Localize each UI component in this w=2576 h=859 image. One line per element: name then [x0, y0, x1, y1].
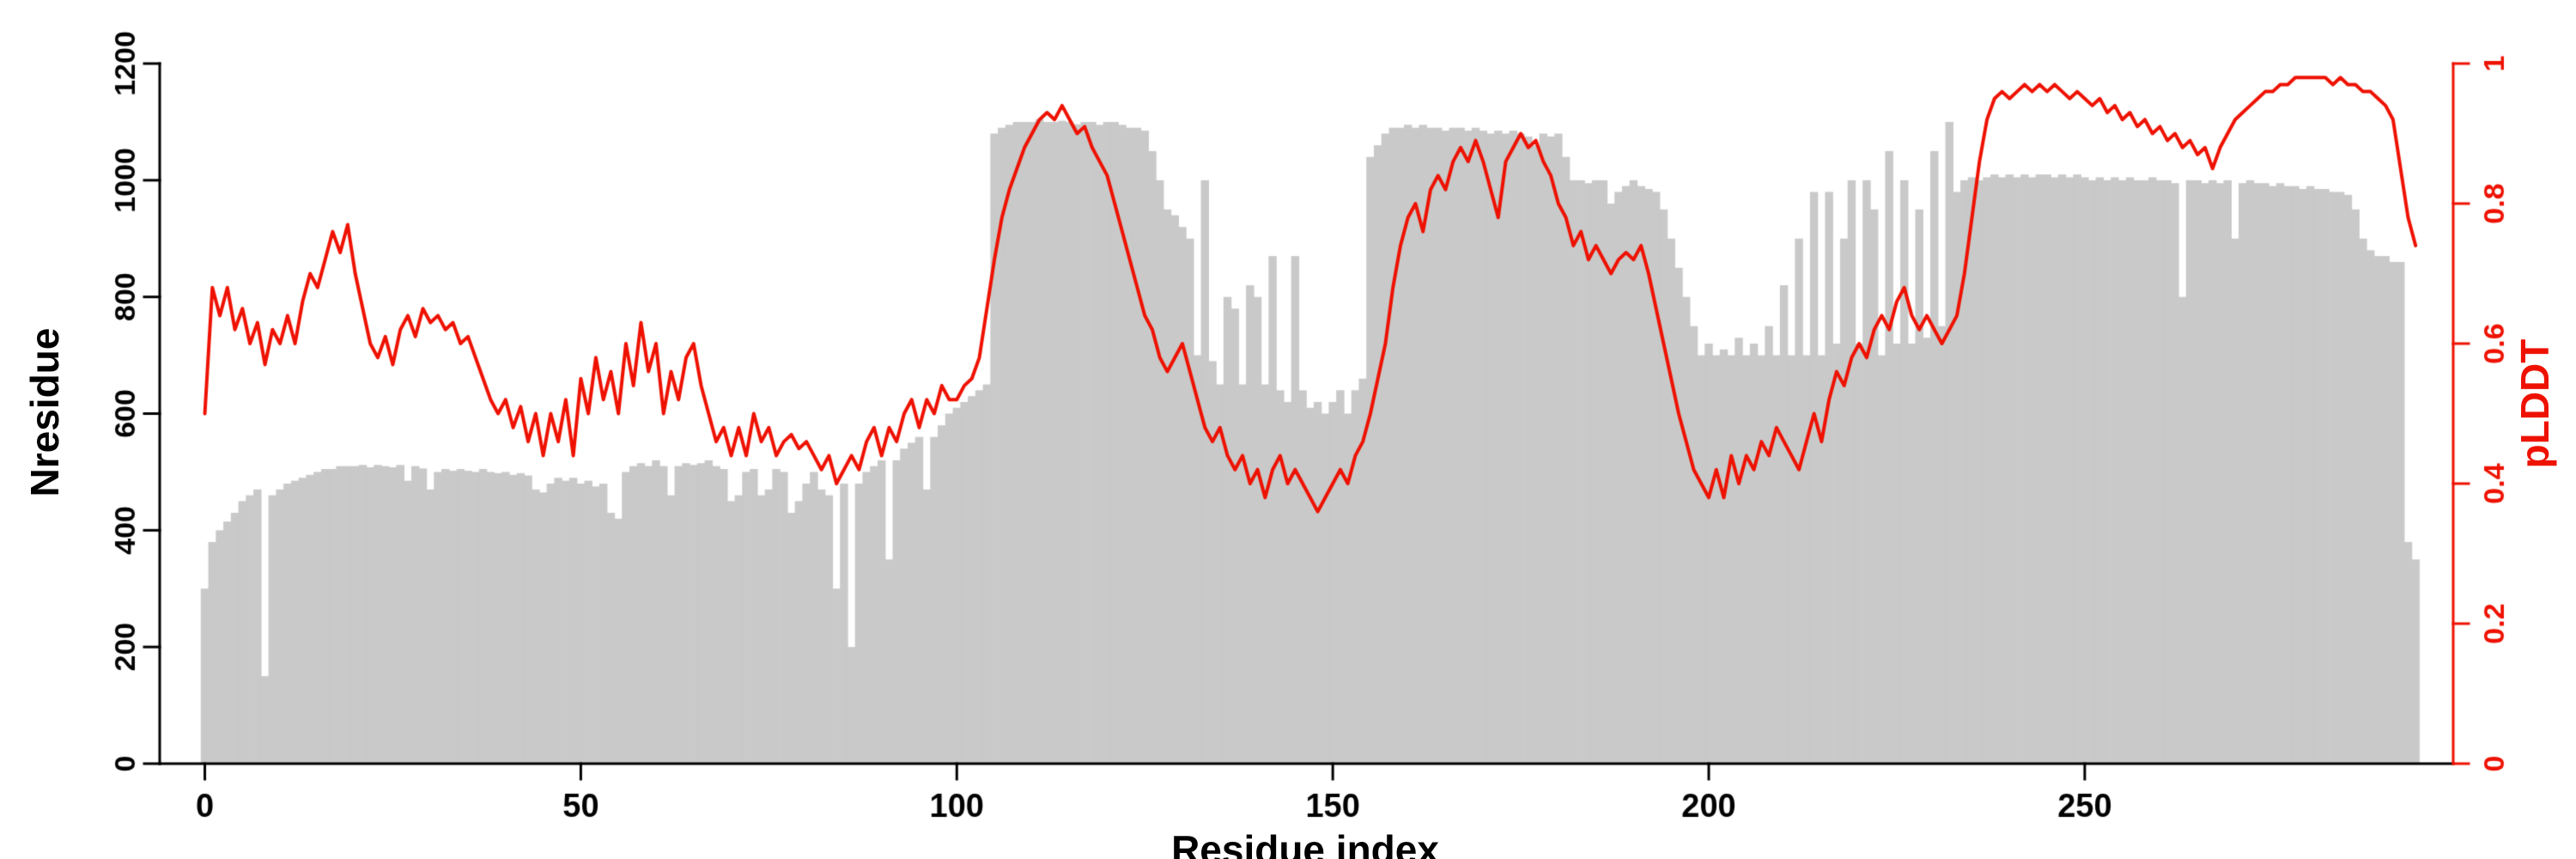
x-axis-title: Residue index	[1171, 827, 1439, 859]
y-axis-title-left: Nresidue	[22, 327, 67, 497]
y-axis-title-right: pLDDT	[2512, 338, 2557, 469]
